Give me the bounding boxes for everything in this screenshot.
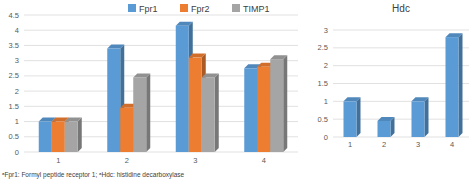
- y-tick-label: 1.5: [318, 79, 328, 88]
- bar-top: [133, 73, 150, 77]
- bar-top: [107, 44, 124, 48]
- x-tick-label: 1: [56, 156, 60, 165]
- bar: [133, 77, 146, 152]
- y-tick-label: 3: [324, 26, 328, 35]
- bar: [120, 108, 133, 152]
- bar-side: [357, 97, 361, 137]
- chart-canvas: 0 0.5 1 1.5 2 2.5 3 3.5 4 4.5 1 2 3 4 Fpr1 Fpr2 TIMP1 ᵃFp…: [0, 0, 471, 181]
- bar-top: [202, 73, 219, 77]
- y-tick-label: 1.5: [9, 102, 19, 111]
- bar-top: [176, 22, 193, 26]
- footnote: ᵃFpr1: Formyl peptide receptor 1; ᵃHdc: …: [2, 171, 185, 179]
- bar-top: [412, 97, 429, 101]
- y-tick-label: 2.5: [318, 43, 328, 52]
- y-tick-label: 4.5: [9, 11, 19, 20]
- bar: [344, 101, 357, 137]
- grid-line: [333, 30, 469, 31]
- y-tick-label: 4: [15, 26, 19, 35]
- y-tick-label: 1: [324, 97, 328, 106]
- bar: [189, 58, 202, 152]
- legend-swatch: [232, 4, 240, 12]
- x-tick-label: 4: [262, 156, 266, 165]
- bar-side: [283, 55, 287, 152]
- bar: [52, 122, 65, 152]
- bar: [39, 122, 52, 152]
- bar: [107, 48, 120, 152]
- bar: [176, 26, 189, 152]
- bar: [378, 121, 391, 137]
- grid-line: [24, 15, 298, 16]
- bar: [65, 122, 78, 152]
- x-tick-label: 1: [348, 140, 352, 149]
- y-tick-label: 0: [324, 133, 328, 142]
- y-tick-label: 0: [15, 148, 19, 157]
- x-tick-label: 3: [416, 140, 420, 149]
- x-tick-label: 2: [125, 156, 129, 165]
- y-tick-label: 3.5: [9, 41, 19, 50]
- bars: [344, 33, 463, 137]
- bar: [202, 77, 215, 152]
- bar-side: [78, 118, 82, 152]
- y-tick-label: 2.5: [9, 71, 19, 80]
- bar-side: [215, 73, 219, 152]
- bar: [446, 37, 459, 137]
- bar: [270, 59, 283, 152]
- x-tick-label: 4: [450, 140, 454, 149]
- x-tick-label: 2: [382, 140, 386, 149]
- bar-top: [65, 118, 82, 122]
- chart-title: Hdc: [392, 3, 410, 14]
- y-tick-label: 3: [15, 56, 19, 65]
- bar-top: [189, 54, 206, 58]
- y-tick-label: 2: [324, 61, 328, 70]
- bar-side: [146, 73, 150, 152]
- bar: [412, 101, 425, 137]
- bar: [257, 67, 270, 152]
- grid-line: [24, 60, 298, 61]
- legend-label: Fpr1: [139, 4, 158, 14]
- y-tick-label: 2: [15, 87, 19, 96]
- bar-top: [446, 33, 463, 37]
- x-tick-label: 3: [193, 156, 197, 165]
- bar: [244, 68, 257, 152]
- bar-side: [425, 97, 429, 137]
- legend-label: TIMP1: [243, 4, 270, 14]
- y-tick-label: 0.5: [9, 132, 19, 141]
- bar-top: [270, 55, 287, 59]
- bar-top: [378, 117, 395, 121]
- legend-swatch: [180, 4, 188, 12]
- y-tick-label: 1: [15, 117, 19, 126]
- legend-swatch: [128, 4, 136, 12]
- bars: [39, 22, 288, 152]
- grid-line: [24, 45, 298, 46]
- legend-label: Fpr2: [191, 4, 210, 14]
- bar-side: [459, 33, 463, 137]
- grid-line: [24, 30, 298, 31]
- y-tick-label: 0.5: [318, 115, 328, 124]
- bar-top: [344, 97, 361, 101]
